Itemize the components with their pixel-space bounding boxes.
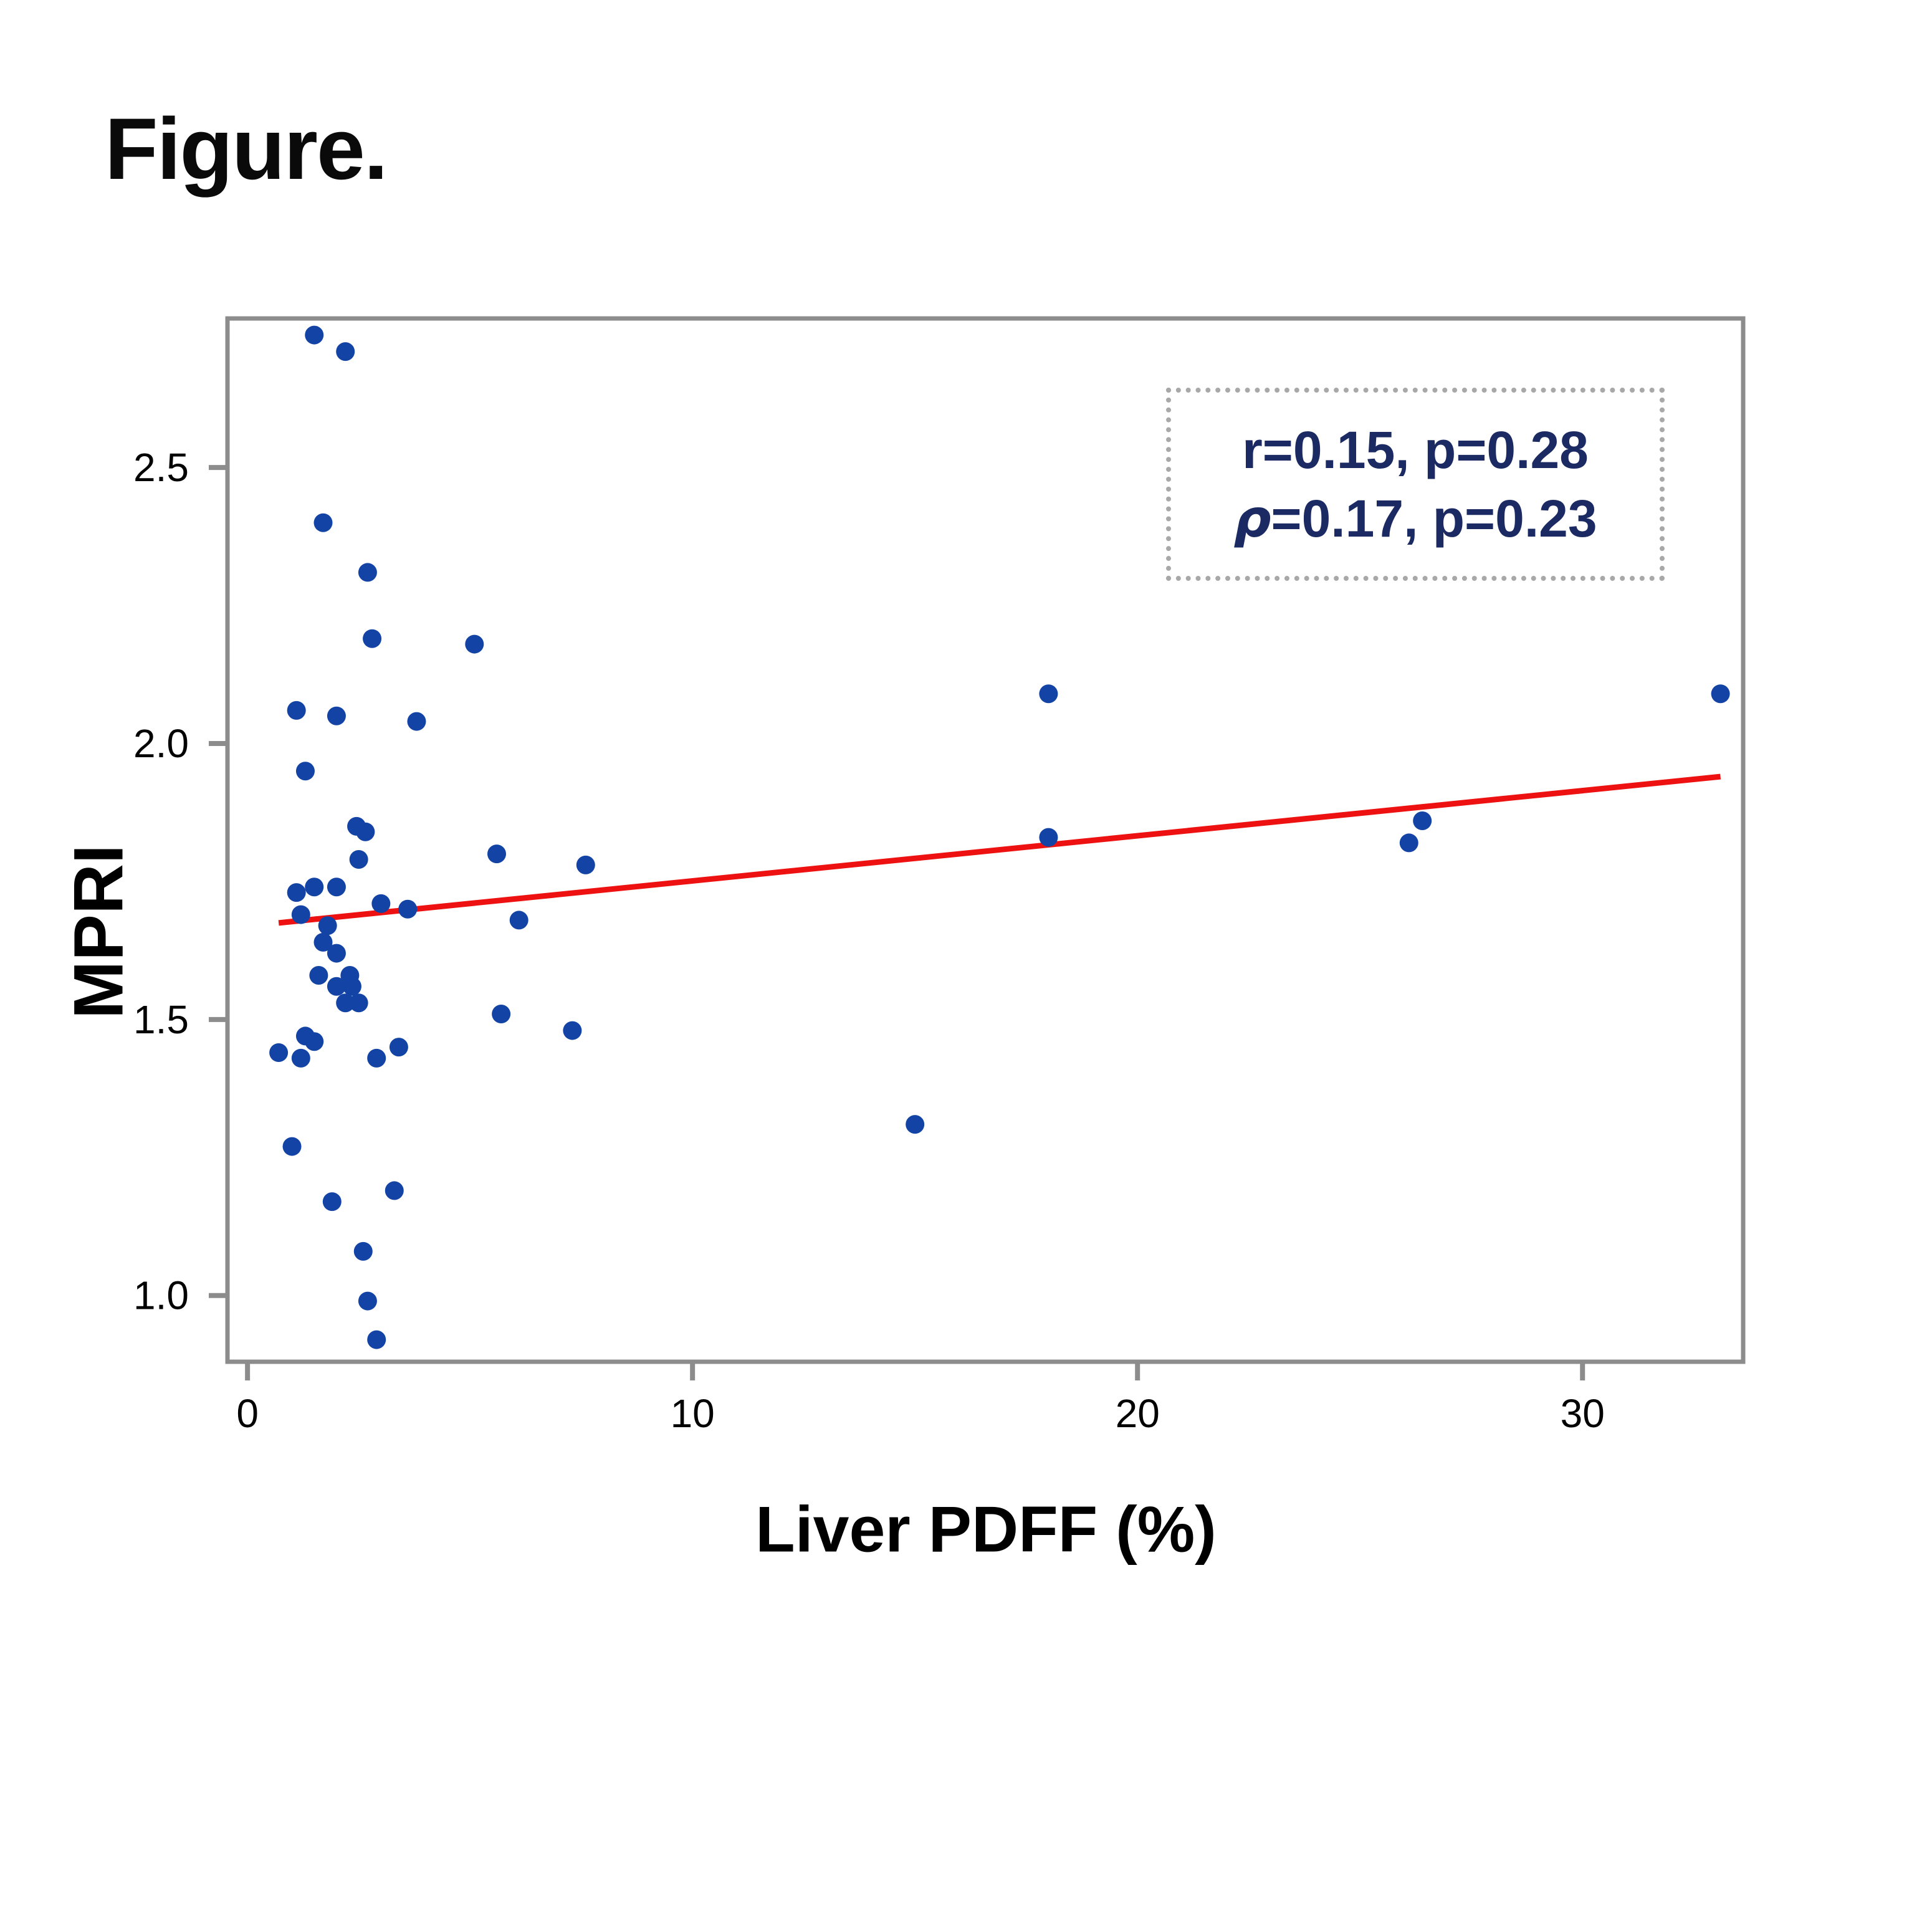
data-point — [1711, 684, 1730, 704]
y-tick-label: 2.5 — [133, 445, 189, 490]
data-point — [509, 911, 528, 930]
data-point — [313, 513, 333, 532]
data-point — [465, 634, 484, 654]
x-axis-label: Liver PDFF (%) — [755, 1493, 1217, 1566]
data-point — [327, 706, 346, 725]
data-point — [305, 1032, 324, 1051]
pearson-correlation-text: r=0.15, p=0.28 — [1242, 420, 1589, 479]
data-point — [287, 883, 306, 902]
data-point — [1039, 828, 1058, 847]
data-point — [322, 1192, 342, 1212]
data-point — [389, 1038, 408, 1057]
data-point — [269, 1043, 289, 1062]
data-point — [287, 701, 306, 720]
data-point — [356, 822, 375, 841]
data-point — [1039, 684, 1058, 704]
data-point — [371, 894, 391, 913]
data-point — [327, 878, 346, 897]
data-point — [407, 712, 426, 731]
data-point — [576, 855, 595, 874]
data-point — [563, 1021, 582, 1040]
x-tick-label: 10 — [671, 1391, 715, 1436]
data-point — [1399, 833, 1418, 853]
data-point — [309, 966, 328, 985]
data-point — [349, 993, 368, 1013]
data-point — [367, 1048, 386, 1068]
data-point — [313, 932, 333, 952]
data-point — [291, 905, 310, 924]
data-point — [349, 850, 368, 869]
data-point — [492, 1005, 511, 1023]
data-point — [398, 899, 418, 919]
y-tick-label: 1.5 — [133, 997, 189, 1042]
spearman-values: =0.17, p=0.23 — [1271, 489, 1597, 548]
data-point — [336, 993, 355, 1013]
data-point — [487, 844, 506, 864]
data-point — [336, 342, 355, 361]
data-point — [358, 563, 377, 582]
data-point — [342, 977, 361, 996]
data-point — [906, 1115, 925, 1134]
figure-title: Figure. — [105, 100, 388, 198]
correlation-annotation-box: r=0.15, p=0.28 ρ=0.17, p=0.23 — [1166, 388, 1665, 581]
x-tick-label: 30 — [1561, 1391, 1605, 1436]
data-point — [282, 1137, 302, 1156]
data-point — [367, 1330, 386, 1349]
data-point — [1413, 811, 1432, 830]
rho-symbol: ρ — [1233, 488, 1271, 549]
data-point — [295, 762, 315, 781]
data-point — [291, 1048, 310, 1068]
plot-border — [225, 316, 1746, 1364]
x-tick-label: 20 — [1116, 1391, 1160, 1436]
data-point — [327, 977, 346, 996]
y-tick-label: 2.0 — [133, 721, 189, 766]
data-point — [358, 1291, 377, 1311]
y-axis-label: MPRI — [59, 844, 138, 1019]
data-point — [305, 325, 324, 345]
data-point — [327, 944, 346, 963]
spearman-correlation-text: ρ=0.17, p=0.23 — [1233, 490, 1597, 547]
data-point — [318, 916, 337, 935]
data-point — [363, 629, 382, 648]
trend-line — [278, 773, 1721, 926]
data-point — [305, 878, 324, 897]
x-tick-label: 0 — [236, 1391, 259, 1436]
data-point — [353, 1241, 373, 1261]
data-point — [385, 1181, 404, 1200]
y-tick-label: 1.0 — [133, 1273, 189, 1318]
